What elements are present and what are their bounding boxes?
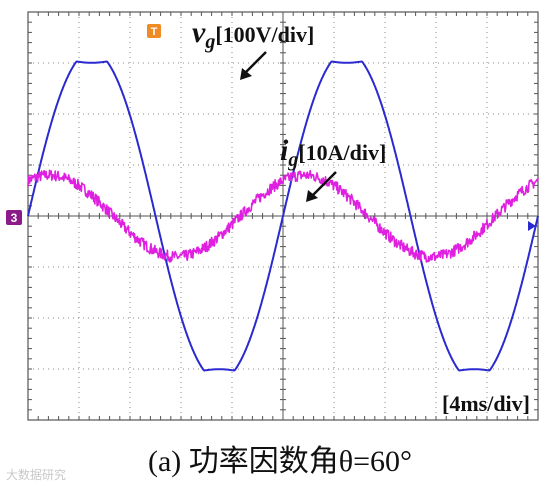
vg-label-scale: [100V/div] — [215, 22, 314, 47]
ig-arrow — [306, 171, 337, 202]
ig-label-main: i — [280, 134, 289, 167]
ig-label: ig[10A/div] — [280, 134, 386, 171]
oscilloscope-chart: 3 T vg[100V/div] ig[10A/div] [4ms/div] — [6, 11, 539, 421]
channel-marker-label: 3 — [11, 211, 18, 225]
trigger-marker: T — [147, 24, 161, 38]
waveform-vg — [27, 60, 539, 372]
ig-label-sub: g — [287, 149, 298, 171]
vg-arrow — [240, 51, 267, 80]
trigger-marker-label: T — [151, 26, 158, 38]
vg-label-sub: g — [204, 31, 215, 53]
vg-label: vg[100V/div] — [192, 16, 314, 53]
waveform-ig — [27, 169, 539, 263]
grid — [27, 11, 539, 421]
time-scale-label: [4ms/div] — [442, 391, 530, 416]
trigger-level-arrow — [528, 221, 536, 231]
vg-label-main: v — [192, 16, 206, 49]
waveforms — [27, 60, 539, 372]
ig-label-scale: [10A/div] — [298, 140, 386, 165]
channel-ground-marker: 3 — [6, 210, 22, 225]
figure-caption: (a) 功率因数角θ=60° — [147, 445, 413, 478]
watermark-text: 大数据研究 — [6, 468, 67, 482]
